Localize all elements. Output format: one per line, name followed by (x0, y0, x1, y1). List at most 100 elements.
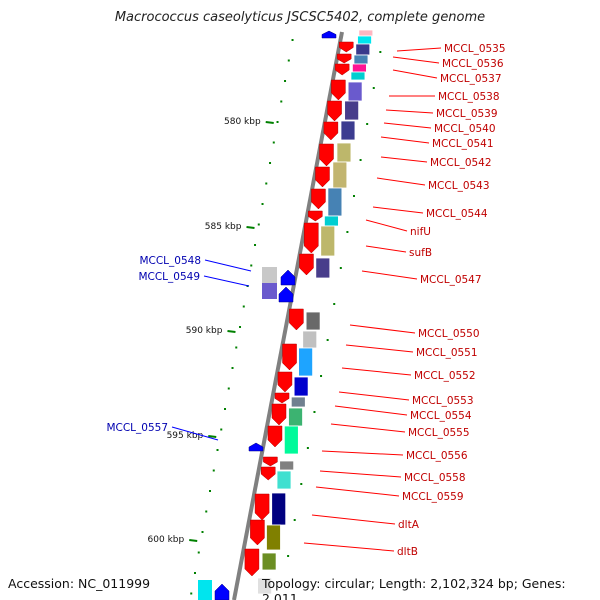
track-dot (339, 267, 342, 269)
kbp-tick-label: 580 kbp (224, 117, 261, 127)
scale-dot (231, 367, 234, 369)
forward-gene-label: nifU (410, 226, 431, 238)
forward-gene-label: MCCL_0539 (436, 108, 498, 120)
forward-gene (271, 403, 287, 426)
scale-dot (242, 305, 245, 308)
reverse-feature-block (262, 283, 277, 299)
scale-dot (276, 121, 279, 123)
track-dot (320, 375, 323, 377)
kbp-tick-mark (208, 435, 217, 438)
feature-block (276, 470, 292, 490)
track-dot (346, 231, 349, 233)
kbp-tick-label: 595 kbp (167, 431, 204, 441)
feature-block (352, 63, 367, 73)
kbp-tick-mark (227, 330, 236, 333)
forward-gene (323, 121, 339, 141)
reverse-gene-label: MCCL_0557 (106, 422, 168, 434)
scale-dot (291, 39, 294, 41)
reverse-gene (280, 269, 296, 286)
track-dot (359, 159, 362, 161)
feature-block (332, 161, 348, 189)
scale-dot (257, 223, 260, 226)
gene-leader-line (330, 423, 406, 433)
forward-gene (263, 456, 278, 467)
gene-leader-line (385, 109, 434, 114)
forward-gene-label: MCCL_0538 (438, 91, 500, 103)
feature-block (324, 215, 339, 227)
forward-gene-label: MCCL_0542 (430, 157, 492, 169)
scale-dot (239, 326, 242, 328)
feature-block (320, 225, 336, 257)
track-dot (313, 411, 316, 413)
gene-leader-line (315, 486, 400, 497)
forward-gene-label: MCCL_0544 (426, 208, 488, 220)
forward-gene (327, 100, 342, 122)
forward-gene (260, 466, 276, 481)
reverse-gene-label: MCCL_0548 (139, 255, 201, 267)
kbp-tick-label: 585 kbp (205, 222, 242, 232)
feature-block (347, 81, 363, 102)
feature-block (261, 552, 277, 571)
gene-leader-line (203, 275, 250, 287)
kbp-tick-mark (246, 226, 255, 229)
scale-dot (269, 162, 272, 164)
track-dot (306, 447, 309, 449)
scale-dot (220, 428, 223, 431)
forward-gene-label: MCCL_0558 (404, 472, 466, 484)
feature-block (288, 407, 303, 427)
forward-gene (282, 343, 297, 371)
forward-gene (244, 548, 260, 577)
feature-block (266, 524, 281, 551)
feature-block (283, 425, 299, 455)
scale-dot (212, 469, 215, 472)
forward-gene-label: MCCL_0541 (432, 138, 494, 150)
scale-dot (190, 592, 193, 595)
gene-leader-line (319, 470, 402, 478)
gene-leader-line (383, 122, 432, 129)
forward-gene-label: MCCL_0540 (434, 123, 496, 135)
track-dot (366, 123, 369, 125)
reverse-gene (321, 30, 337, 39)
scale-dot (205, 510, 208, 513)
forward-gene (339, 41, 354, 53)
forward-gene (331, 79, 346, 101)
forward-gene (267, 425, 283, 448)
gene-leader-line (372, 206, 424, 214)
map-title: Macrococcus caseolyticus JSCSC5402, comp… (114, 10, 486, 25)
gene-leader-line (396, 47, 442, 52)
forward-gene (336, 53, 352, 64)
scale-dot (280, 100, 283, 103)
gene-leader-line (361, 270, 418, 280)
track-dot (287, 555, 290, 557)
gene-leader-line (392, 69, 438, 79)
gene-leader-line (345, 344, 414, 353)
feature-block (340, 120, 356, 141)
feature-block (271, 492, 287, 526)
scale-dot (235, 346, 238, 349)
gene-leader-line (311, 514, 396, 525)
feature-block (327, 187, 343, 217)
forward-gene (311, 188, 326, 210)
forward-gene (315, 166, 330, 188)
forward-gene-label: MCCL_0537 (440, 73, 502, 85)
feature-block (350, 71, 366, 81)
feature-block (290, 396, 306, 408)
topology-text: Topology: circular; Length: 2,102,324 bp… (262, 576, 566, 600)
gene-leader-line (380, 136, 430, 144)
forward-gene (274, 392, 290, 404)
forward-gene-label: MCCL_0550 (418, 328, 480, 340)
gene-leader-line (365, 245, 407, 253)
scale-dot (261, 203, 264, 205)
gene-leader-line (334, 405, 408, 416)
reverse-gene (278, 286, 294, 303)
track-dot (333, 303, 336, 305)
forward-gene (289, 308, 304, 331)
gene-leader-line (303, 542, 395, 552)
reverse-gene-label: MCCL_0549 (138, 271, 200, 283)
forward-gene (299, 253, 314, 276)
kbp-tick-mark (189, 539, 198, 542)
track-dot (372, 87, 375, 89)
scale-dot (224, 408, 227, 410)
feature-block (355, 43, 371, 56)
